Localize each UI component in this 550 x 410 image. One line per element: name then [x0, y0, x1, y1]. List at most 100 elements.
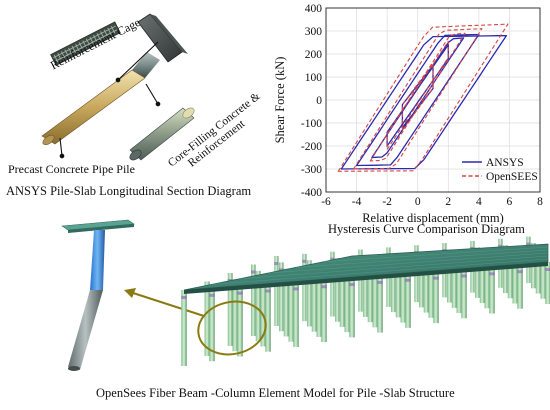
pile-element [512, 257, 518, 304]
pile-element [405, 272, 411, 328]
fiber-section-band [181, 296, 187, 299]
pile-element [204, 281, 210, 356]
chart-ticks: -6 -4 -2 0 2 4 6 8 400 300 200 100 0 -100 -200 -300 -400 [301, 3, 543, 208]
fiber-section-band [377, 280, 383, 284]
core-filling-concrete [129, 107, 195, 161]
fiber-section-band [526, 242, 531, 246]
pile-element [288, 275, 294, 342]
ansys-caption: ANSYS Pile-Slab Longitudinal Section Dia… [6, 184, 252, 198]
pile-element [307, 260, 312, 327]
pointer-lines [59, 41, 161, 159]
opensees-fiber-model [61, 219, 550, 371]
x-tick-label: -6 [321, 196, 331, 208]
fiber-section-band [498, 244, 503, 248]
fiber-section-band [461, 274, 467, 278]
deck-grid-line [295, 249, 549, 268]
pile-element [232, 279, 238, 352]
fiber-section-band [517, 270, 523, 274]
pile-element [209, 287, 215, 362]
pile-element [517, 264, 523, 309]
pile-element [274, 256, 279, 326]
pile-element [484, 259, 490, 309]
pile-element [358, 249, 363, 312]
pile-element [283, 268, 289, 337]
fiber-section-band [433, 276, 439, 280]
fiber-section-band [293, 287, 299, 291]
chart-legend: ANSYS OpenSEES [462, 157, 538, 183]
pile-element [316, 272, 322, 337]
highlight-ellipse [197, 300, 267, 356]
pile-element [535, 249, 541, 294]
pile-element [428, 264, 434, 318]
hysteresis-chart: -6 -4 -2 0 2 4 6 8 400 300 200 100 0 -100 -200 -300 -400… [273, 3, 543, 225]
pile-element [237, 285, 243, 357]
pile-element [321, 279, 327, 343]
reinforcement-cage [50, 21, 121, 66]
precast-pipe-pile [41, 69, 146, 146]
chart-plot-area [337, 23, 509, 172]
pile-element [260, 277, 266, 347]
pile-element [367, 262, 373, 323]
hysteresis-loop-ansys [340, 34, 508, 170]
fiber-section-band [274, 262, 279, 265]
pile-element [540, 255, 546, 299]
pile-element [372, 268, 378, 328]
deck-edge [184, 262, 548, 294]
x-tick-label: -2 [382, 196, 392, 208]
deck-grid-line [267, 252, 549, 274]
pile-element [181, 290, 187, 366]
zoom-arrow [124, 288, 205, 317]
pile-element [377, 274, 383, 333]
deck-slab [183, 243, 549, 291]
y-tick-label: -300 [301, 164, 322, 176]
chart-x-axis-label: Relative displacement (mm) [362, 211, 504, 225]
pile-element [339, 264, 345, 327]
pile-element [447, 249, 452, 303]
bottom-caption: OpenSees Fiber Beam -Column Element Mode… [96, 386, 455, 400]
fiber-section-band [251, 270, 256, 274]
pile-element [302, 253, 307, 322]
y-tick-label: 0 [316, 95, 322, 107]
fiber-section-band [545, 268, 550, 271]
x-tick-label: 0 [415, 196, 421, 208]
hysteresis-loop-opensees [401, 62, 434, 131]
pile-element [419, 251, 424, 308]
legend-label-opensees: OpenSEES [486, 171, 538, 183]
x-tick-label: 8 [537, 196, 543, 208]
pile-element [255, 270, 261, 342]
y-tick-label: 400 [305, 3, 323, 15]
y-tick-label: -200 [301, 141, 322, 153]
x-tick-label: 2 [445, 196, 451, 208]
pile-element [335, 258, 340, 322]
pile-element [479, 253, 485, 304]
pile-element [344, 270, 350, 333]
pile-element [461, 268, 467, 319]
column-segment [132, 52, 160, 78]
fiber-section-band [349, 283, 355, 287]
pile-element [391, 253, 396, 313]
fiber-section-band [209, 293, 215, 297]
pile-element [489, 266, 495, 314]
fiber-section-band [237, 291, 243, 295]
pile-element [349, 277, 355, 338]
fiber-section-band [330, 257, 335, 261]
slab-block [137, 13, 188, 63]
pile-element [456, 262, 462, 314]
hysteresis-loop-opensees [337, 23, 509, 172]
pile-element [433, 270, 439, 324]
pile-element [330, 251, 335, 317]
fiber-section-band [279, 268, 284, 272]
deck-grid-line [323, 246, 549, 262]
pile-element [279, 262, 284, 332]
pile-element [545, 262, 550, 304]
deck-grid-line [211, 258, 549, 285]
pile-element [311, 266, 317, 332]
x-tick-label: -4 [352, 196, 362, 208]
fiber-section-band [265, 289, 271, 293]
hysteresis-loop-opensees [369, 32, 466, 162]
pile-element [227, 273, 233, 346]
legend-label-ansys: ANSYS [486, 157, 524, 169]
x-tick-label: 6 [507, 196, 513, 208]
hysteresis-loop-opensees [352, 28, 483, 170]
pile-field [181, 236, 550, 366]
